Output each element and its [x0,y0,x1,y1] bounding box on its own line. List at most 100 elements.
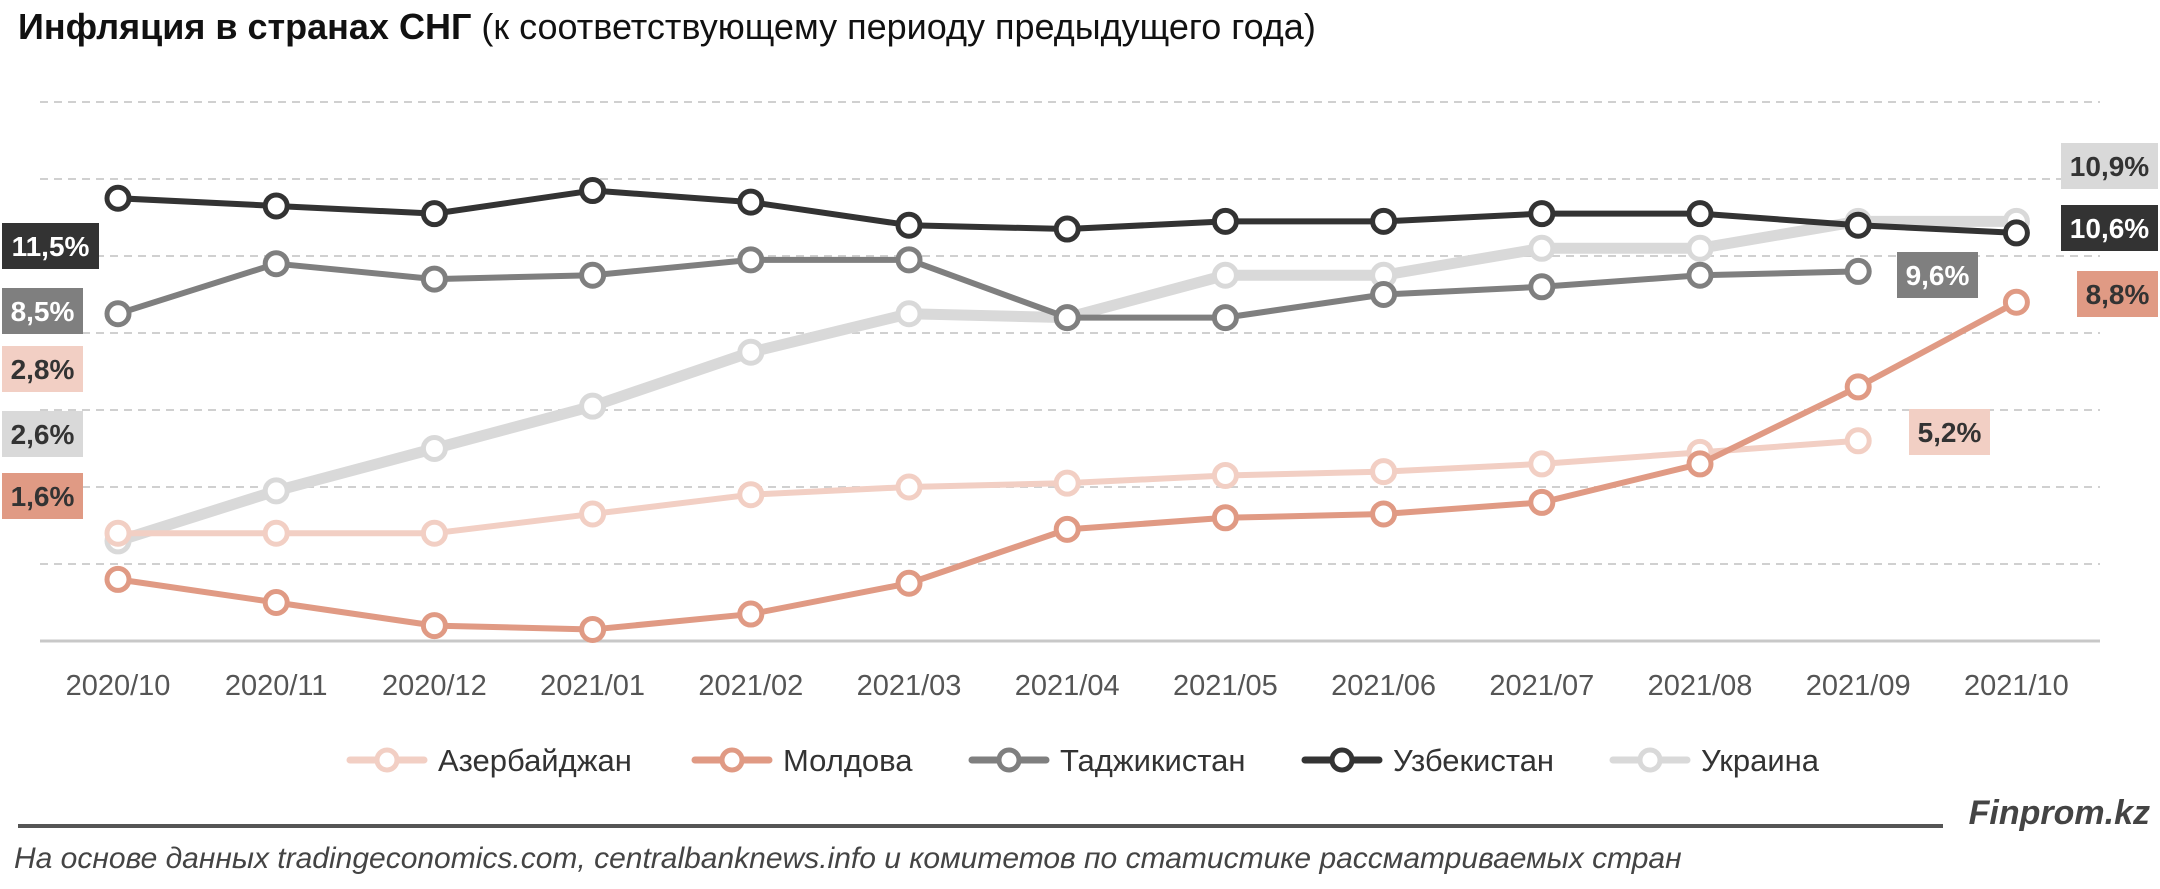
data-point [1370,281,1398,308]
brand-logo-text: Finprom.kz [1968,794,2150,832]
value-label-bg [2,288,83,334]
series-line [115,437,1862,537]
value-label-bg [1909,409,1990,455]
legend-item: Узбекистан [1301,743,1554,778]
value-label: 8,8% [2086,279,2150,310]
legend-item: Молдова [691,743,913,778]
value-label: 10,6% [2070,213,2149,244]
legend-label: Таджикистан [1060,743,1246,778]
series-4 [104,177,2030,247]
data-point [262,250,290,278]
data-point [2002,219,2030,247]
source-note: На основе данных tradingeconomics.com, c… [14,842,1682,875]
x-tick-label: 2021/04 [1015,670,1120,702]
data-point [1528,200,1556,228]
data-point [420,519,448,547]
value-label-bg [2,473,83,519]
value-label: 5,2% [1918,417,1982,448]
value-label: 1,6% [11,481,75,512]
data-point [262,589,290,616]
data-point [104,184,132,212]
data-point [895,211,923,239]
data-point [262,519,290,547]
data-point [1686,200,1714,228]
data-point [1528,450,1556,478]
x-tick-label: 2021/02 [698,670,803,702]
series-2 [104,288,2030,643]
legend-item: Азербайджан [346,743,632,778]
data-point [1844,211,1872,239]
x-tick-label: 2021/09 [1806,670,1911,702]
data-point [1211,504,1239,532]
chart-title: Инфляция в странах СНГ (к соответствующе… [18,6,1316,48]
value-label-bg [2077,271,2158,317]
data-point [1211,207,1239,235]
x-tick-label: 2021/06 [1331,670,1436,702]
value-label-bg [2,223,99,269]
data-point [1370,458,1398,486]
legend-item: Таджикистан [968,743,1246,778]
data-point [579,615,607,643]
x-tick-label: 2020/10 [66,670,171,702]
legend: Азербайджан Молдова Таджикистан Узбекистан У… [346,743,1820,778]
legend-marker [1329,747,1355,773]
series-line [115,256,1862,321]
value-label-bg [2,346,83,392]
chart-title-main: Инфляция в странах СНГ [18,6,472,47]
data-point [737,246,765,274]
data-point [895,569,923,597]
data-point [104,565,132,593]
data-point [1370,500,1398,528]
value-label: 2,6% [11,419,75,450]
data-point [579,177,607,205]
value-label-bg [1897,252,1978,298]
data-point [1528,273,1556,301]
data-point [1528,488,1556,516]
data-point [1844,257,1872,285]
value-label: 10,9% [2070,151,2149,182]
x-tick-label: 2020/12 [382,670,487,702]
data-point [737,481,765,509]
value-label: 11,5% [12,231,90,262]
series-3 [104,246,1872,332]
series-lines [104,177,2030,643]
data-point [895,473,923,501]
x-tick-label: 2020/11 [225,670,328,702]
data-point [1211,261,1239,289]
value-label: 8,5% [11,296,75,327]
line-chart: 2020/10 2020/11 2020/12 2021/01 2021/02 2021/… [2,101,2158,778]
data-point [1686,234,1714,262]
data-point [895,300,923,328]
legend-label: Азербайджан [438,743,632,778]
gridlines [40,101,2100,565]
x-tick-label: 2021/03 [857,670,962,702]
data-point [1370,207,1398,235]
data-point [1053,469,1081,497]
footer-divider [18,824,1943,828]
legend-label: Украина [1701,743,1820,778]
value-label-bg [2061,205,2158,251]
legend-label: Узбекистан [1393,743,1554,778]
data-point [1528,234,1556,262]
data-point [737,600,765,628]
x-tick-label: 2021/10 [1964,670,2069,702]
series-5 [104,207,2030,555]
value-label: 2,8% [11,354,75,385]
data-point [1211,461,1239,489]
legend-item: Украина [1609,743,1820,778]
value-label-bg [2061,143,2158,189]
legend-marker [1637,747,1663,773]
legend-marker [719,747,745,773]
value-label-bg [2,411,83,457]
data-point [104,300,132,328]
x-tick-label: 2021/07 [1489,670,1594,702]
data-point [420,435,448,462]
data-point [1211,304,1239,332]
data-point [420,200,448,228]
data-point [262,192,290,220]
data-point [1053,304,1081,332]
data-point [1686,450,1714,478]
data-point [262,477,290,505]
data-point [579,261,607,289]
x-axis: 2020/10 2020/11 2020/12 2021/01 2021/02 2021/… [40,639,2100,702]
